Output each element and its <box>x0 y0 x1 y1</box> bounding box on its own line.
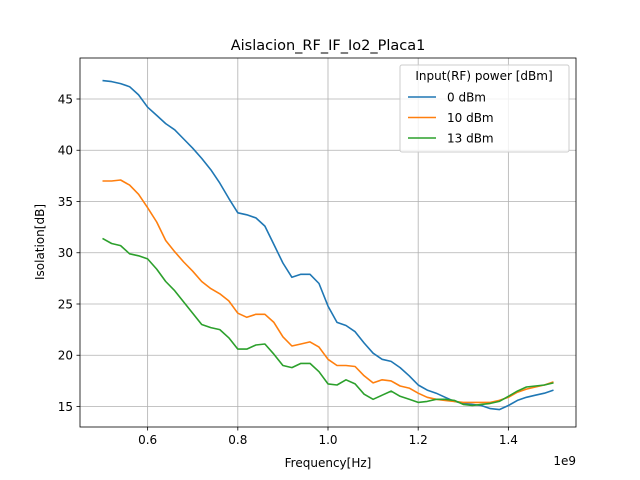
legend-entry-label: 10 dBm <box>447 111 494 125</box>
legend-entries: 0 dBm 10 dBm 13 dBm <box>408 90 494 145</box>
x-tick-label: 1.0 <box>318 433 337 447</box>
y-tick-label: 25 <box>58 297 73 311</box>
series-line-13-dbm <box>102 237 554 407</box>
legend-entry-label: 0 dBm <box>447 90 486 104</box>
legend-box <box>399 64 570 153</box>
series-lines <box>102 79 554 411</box>
y-tick-label: 40 <box>58 144 73 158</box>
x-axis-label: Frequency[Hz] <box>285 456 372 470</box>
x-tick-label: 0.6 <box>138 433 157 447</box>
y-axis-ticks: 15 20 25 30 35 40 45 <box>58 92 80 414</box>
x-tick-label: 0.8 <box>228 433 247 447</box>
y-tick-label: 15 <box>58 400 73 414</box>
legend-title: Input(RF) power [dBm] <box>415 69 552 83</box>
x-axis-offset-label: 1e9 <box>553 454 576 468</box>
y-axis-label: Isolation[dB] <box>33 204 47 280</box>
y-tick-label: 35 <box>58 195 73 209</box>
y-tick-label: 30 <box>58 246 73 260</box>
x-tick-label: 1.2 <box>409 433 428 447</box>
x-tick-label: 1.4 <box>499 433 518 447</box>
y-tick-label: 20 <box>58 349 73 363</box>
legend: Input(RF) power [dBm] 0 dBm 10 dBm 13 dBm <box>399 64 570 153</box>
chart-title: Aislacion_RF_IF_Io2_Placa1 <box>231 38 426 54</box>
x-axis-ticks: 0.6 0.8 1.0 1.2 1.4 <box>138 427 518 447</box>
y-tick-label: 45 <box>58 92 73 106</box>
legend-entry-label: 13 dBm <box>447 131 494 145</box>
series-line-10-dbm <box>102 179 554 404</box>
